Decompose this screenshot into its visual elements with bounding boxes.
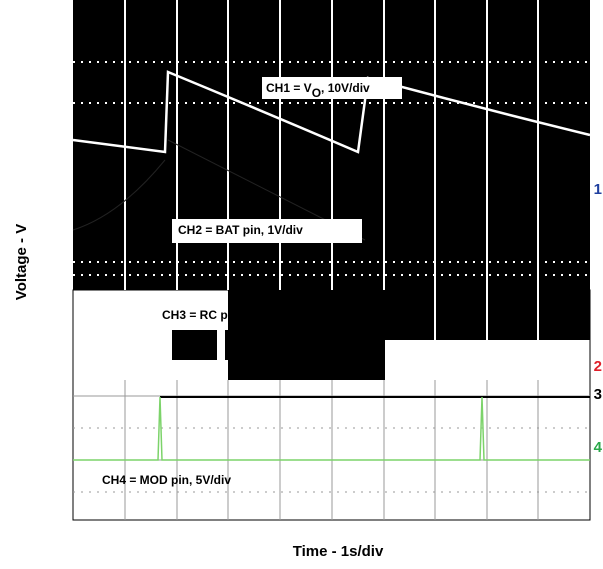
scope-screenshot: CH1 = VO, 10V/div CH2 = BAT pin, 1V/div … — [0, 0, 603, 569]
ch4-label: CH4 = MOD pin, 5V/div — [102, 473, 231, 487]
y-axis-label: Voltage - V — [13, 224, 30, 300]
channel-marker: 4 — [594, 439, 603, 456]
channel-marker: 3 — [594, 386, 602, 403]
x-axis-label: Time - 1s/div — [293, 543, 384, 560]
ch2-label: CH2 = BAT pin, 1V/div — [178, 223, 303, 237]
channel-marker: 1 — [594, 181, 602, 198]
ch1-label-suffix: , 10V/div — [321, 81, 370, 95]
screen-block — [225, 330, 270, 360]
channel-marker: 2 — [594, 358, 602, 375]
ch1-label-text: CH1 = V — [266, 81, 312, 95]
ch1-label-subscript: O — [312, 86, 321, 100]
ch3-label: CH3 = RC pin, 2V/div — [162, 308, 281, 322]
channel-markers: 1 2 3 4 — [594, 181, 603, 456]
screen-block — [172, 330, 217, 360]
